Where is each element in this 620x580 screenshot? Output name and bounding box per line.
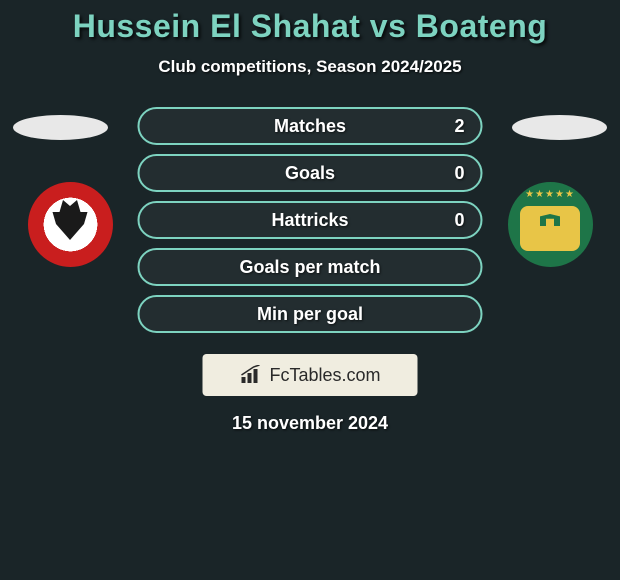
player-avatar-left bbox=[13, 115, 108, 140]
stat-label: Hattricks bbox=[271, 210, 348, 231]
stat-value: 2 bbox=[454, 116, 464, 137]
ahly-crest-icon bbox=[28, 182, 113, 267]
club-badge-left bbox=[20, 182, 120, 267]
stat-row-min-per-goal: Min per goal bbox=[138, 295, 483, 333]
fctables-brand: FcTables.com bbox=[203, 354, 418, 396]
ittihad-crest-icon bbox=[508, 182, 593, 267]
stat-row-matches: Matches 2 bbox=[138, 107, 483, 145]
fctables-label: FcTables.com bbox=[269, 365, 380, 386]
season-subtitle: Club competitions, Season 2024/2025 bbox=[0, 57, 620, 77]
player-avatar-right bbox=[512, 115, 607, 140]
stat-value: 0 bbox=[454, 163, 464, 184]
snapshot-date: 15 november 2024 bbox=[0, 413, 620, 434]
stat-label: Goals per match bbox=[239, 257, 380, 278]
stat-label: Matches bbox=[274, 116, 346, 137]
club-badge-right bbox=[500, 182, 600, 267]
comparison-title: Hussein El Shahat vs Boateng bbox=[0, 8, 620, 45]
stat-label: Goals bbox=[285, 163, 335, 184]
fctables-chart-icon bbox=[239, 365, 263, 385]
stat-row-goals-per-match: Goals per match bbox=[138, 248, 483, 286]
stats-column: Matches 2 Goals 0 Hattricks 0 Goals per … bbox=[138, 107, 483, 342]
infographic-container: Hussein El Shahat vs Boateng Club compet… bbox=[0, 0, 620, 427]
stat-label: Min per goal bbox=[257, 304, 363, 325]
stat-row-goals: Goals 0 bbox=[138, 154, 483, 192]
body-area: Matches 2 Goals 0 Hattricks 0 Goals per … bbox=[0, 107, 620, 427]
stat-row-hattricks: Hattricks 0 bbox=[138, 201, 483, 239]
stat-value: 0 bbox=[454, 210, 464, 231]
ittihad-inner-icon bbox=[520, 206, 580, 251]
